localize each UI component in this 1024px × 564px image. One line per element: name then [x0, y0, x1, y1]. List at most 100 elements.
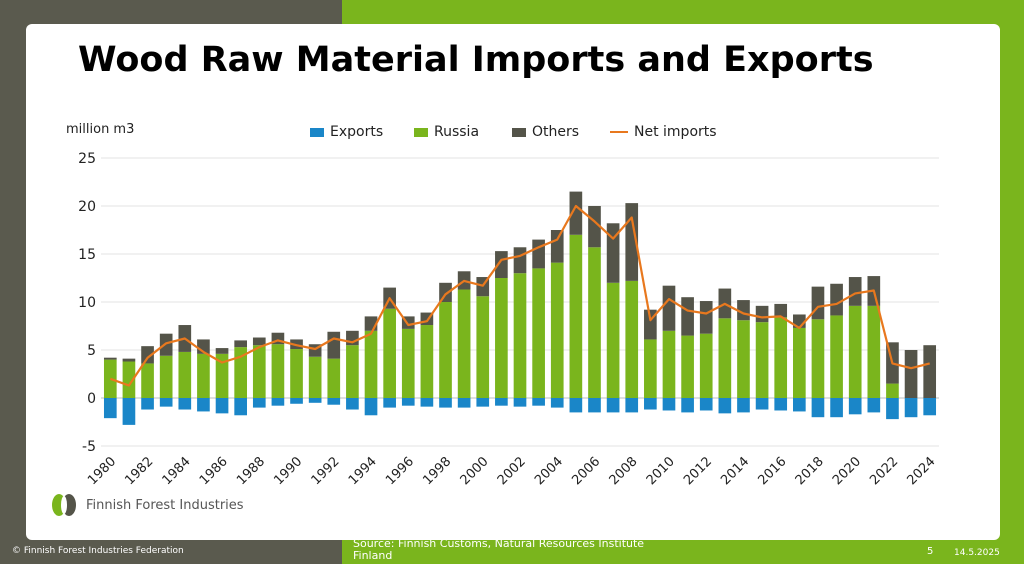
bar-russia	[327, 358, 341, 398]
y-tick-label: 15	[78, 247, 96, 263]
bar-exports	[588, 398, 601, 413]
x-tick-label: 1990	[271, 454, 305, 488]
bar-russia	[830, 315, 843, 398]
slide-card	[26, 24, 1000, 540]
bar-russia	[532, 268, 545, 398]
y-tick-label: 0	[87, 391, 96, 407]
bar-russia	[476, 296, 490, 398]
bar-others	[141, 346, 154, 364]
bar-russia	[290, 349, 303, 398]
leaf-logo-icon	[52, 494, 76, 516]
bar-russia	[588, 247, 601, 398]
bar-others	[550, 230, 564, 263]
bar-exports	[122, 398, 136, 425]
bar-russia	[215, 353, 229, 398]
bar-russia	[848, 305, 862, 398]
bar-exports	[513, 398, 527, 407]
bar-exports	[327, 398, 341, 405]
bar-others	[588, 206, 601, 248]
bar-exports	[103, 398, 117, 419]
x-tick-label: 2016	[756, 454, 790, 488]
bar-exports	[420, 398, 434, 407]
bar-exports	[364, 398, 378, 416]
bar-exports	[699, 398, 713, 411]
page-title: Wood Raw Material Imports and Exports	[78, 40, 874, 80]
bar-russia	[793, 327, 806, 398]
line-net-imports	[109, 204, 930, 387]
bar-exports	[923, 398, 937, 416]
legend-label-exports: Exports	[330, 124, 384, 140]
bar-russia	[644, 339, 657, 398]
x-tick-label: 2024	[905, 454, 939, 488]
bar-exports	[252, 398, 266, 408]
bar-russia	[569, 234, 583, 398]
bar-others	[271, 332, 285, 345]
x-tick-label: 2014	[718, 454, 752, 488]
legend-item-russia: Russia	[414, 124, 479, 140]
legend-swatch-net-imports	[610, 131, 628, 133]
bar-exports	[755, 398, 769, 410]
x-tick-label: 2002	[495, 454, 529, 488]
bar-russia	[197, 353, 210, 398]
bar-exports	[159, 398, 173, 407]
bar-russia	[439, 302, 452, 398]
y-tick-label: 20	[78, 199, 96, 215]
x-tick-label: 1992	[309, 454, 343, 488]
bar-russia	[606, 282, 620, 398]
legend-swatch-others	[512, 127, 526, 137]
bar-russia	[513, 273, 527, 398]
bar-exports	[811, 398, 825, 418]
bar-russia	[755, 322, 769, 398]
y-tick-label: 5	[87, 343, 96, 359]
bar-others	[234, 340, 247, 348]
bar-exports	[476, 398, 490, 407]
bar-others	[699, 301, 713, 334]
bar-exports	[793, 398, 806, 412]
x-tick-label: 2018	[793, 454, 827, 488]
bar-russia	[737, 320, 750, 398]
bar-exports	[532, 398, 545, 406]
bar-others	[495, 251, 508, 278]
bar-russia	[364, 330, 378, 398]
bar-others	[103, 357, 117, 360]
y-tick-label: -5	[82, 439, 96, 455]
bar-exports	[197, 398, 210, 412]
bar-exports	[308, 398, 322, 403]
x-tick-label: 1986	[197, 454, 231, 488]
bar-exports	[904, 398, 918, 418]
bar-russia	[495, 278, 508, 398]
bar-exports	[550, 398, 564, 408]
bar-russia	[718, 318, 732, 398]
bar-exports	[346, 398, 359, 410]
y-axis-unit-label: million m3	[66, 122, 135, 137]
bar-russia	[122, 361, 136, 398]
legend-label-others: Others	[532, 124, 580, 140]
bar-russia	[346, 345, 359, 398]
bar-exports	[830, 398, 843, 418]
bar-exports	[215, 398, 229, 414]
y-tick-label: 25	[78, 151, 96, 167]
bar-russia	[271, 344, 285, 398]
bar-russia	[159, 355, 173, 398]
bar-others	[327, 331, 341, 359]
bar-exports	[867, 398, 881, 413]
slide-date: 14.5.2025	[954, 548, 1000, 558]
legend-item-exports: Exports	[310, 124, 383, 140]
bar-russia	[308, 356, 322, 398]
x-tick-label: 2022	[867, 454, 901, 488]
y-tick-label: 10	[78, 295, 96, 311]
bar-russia	[811, 319, 825, 398]
bar-others	[923, 345, 937, 398]
copyright-text: © Finnish Forest Industries Federation	[12, 546, 184, 556]
legend-swatch-russia	[414, 127, 428, 137]
bar-others	[755, 305, 769, 323]
source-text: Source: Finnish Customs, Natural Resourc…	[353, 537, 645, 562]
bar-exports	[401, 398, 415, 406]
bar-others	[215, 348, 229, 354]
bar-exports	[383, 398, 396, 408]
x-tick-label: 2008	[607, 454, 641, 488]
bar-exports	[234, 398, 247, 416]
x-tick-label: 2010	[644, 454, 678, 488]
x-tick-label: 2012	[681, 454, 715, 488]
